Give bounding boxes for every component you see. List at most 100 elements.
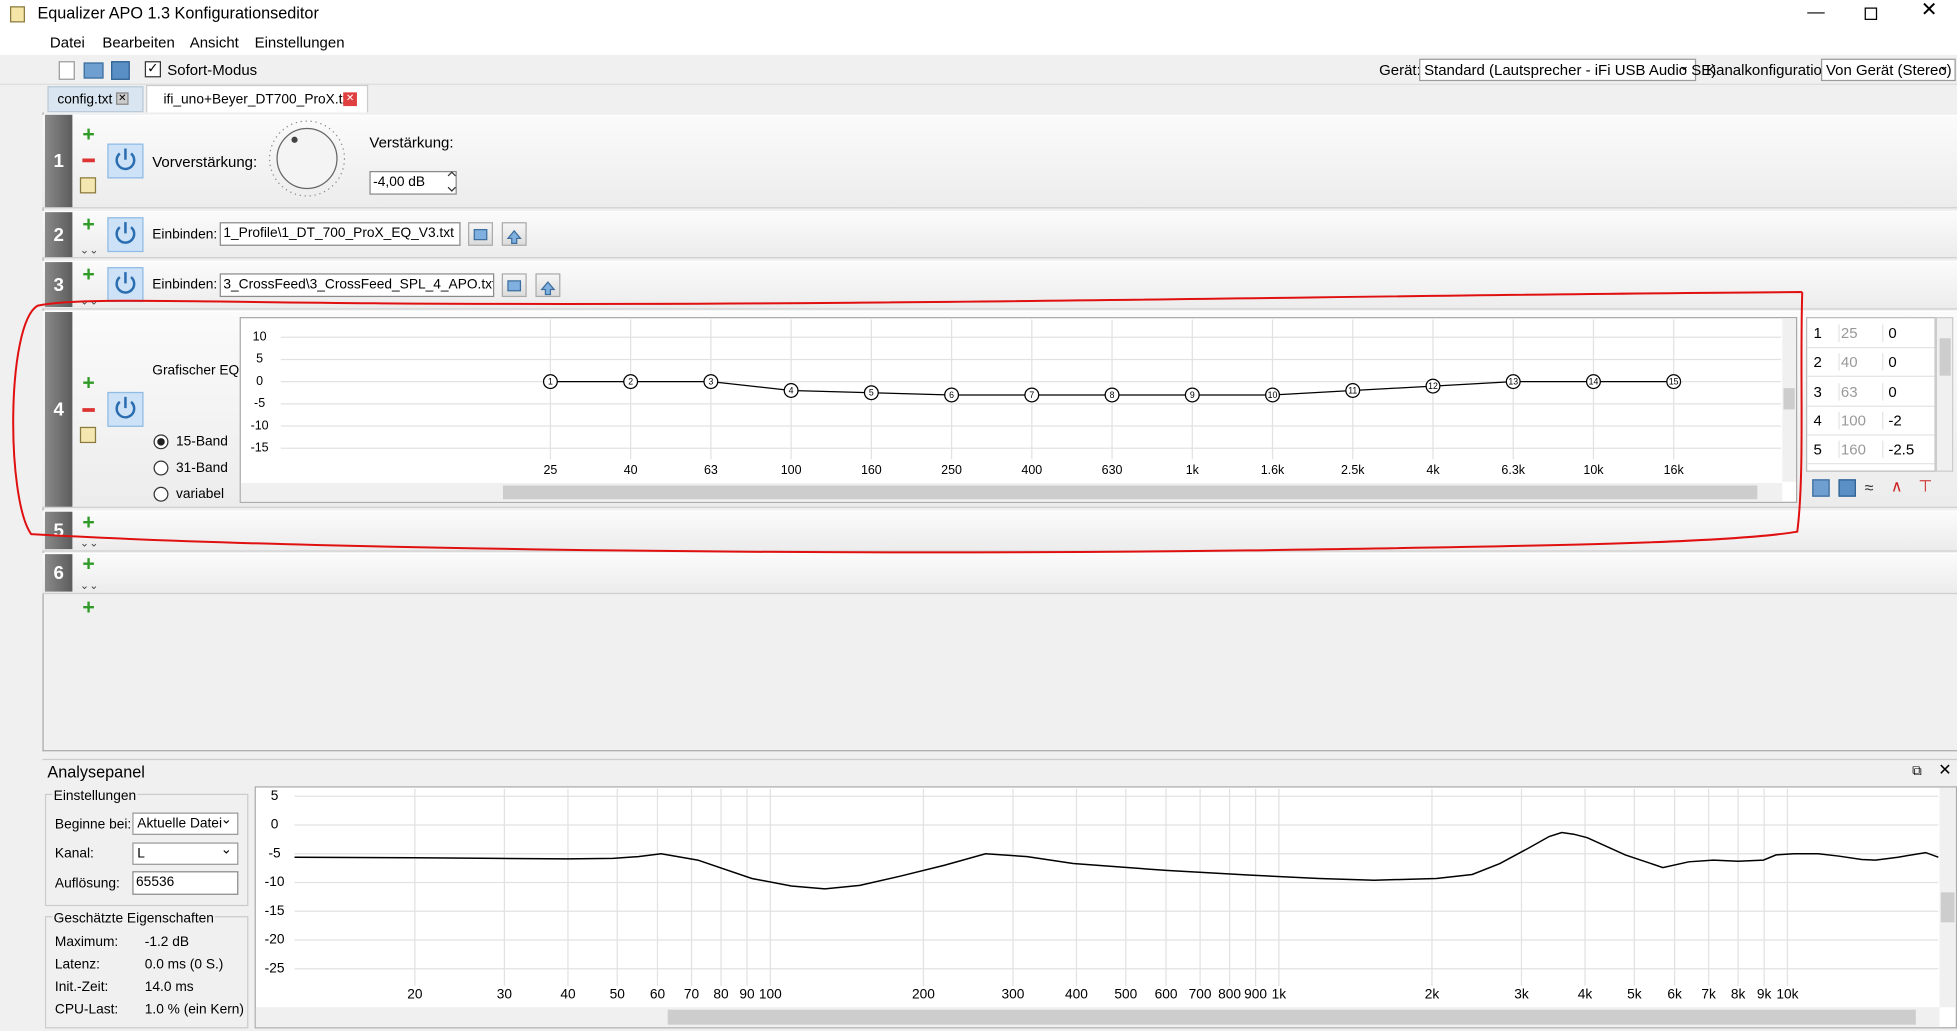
- band-gain[interactable]: 0: [1882, 353, 1897, 372]
- radio-label: variabel: [175, 486, 225, 502]
- menu-item[interactable]: Einstellungen: [254, 33, 345, 52]
- close-button[interactable]: ✕: [1920, 0, 1938, 22]
- band-frequency: 100: [1838, 411, 1866, 430]
- browse-button[interactable]: [468, 222, 493, 246]
- expand-button[interactable]: ⌄⌄: [79, 294, 99, 308]
- row-number: 6: [44, 554, 73, 592]
- panel-close[interactable]: ✕: [1938, 760, 1952, 779]
- maximize-button[interactable]: [1864, 7, 1878, 20]
- browse-button[interactable]: [501, 273, 527, 298]
- instant-mode-checkbox[interactable]: ✓: [144, 61, 162, 78]
- add-button[interactable]: +: [82, 595, 95, 620]
- add-button[interactable]: +: [82, 212, 95, 236]
- band-index: 3: [1813, 382, 1822, 401]
- band-gain[interactable]: -3: [1882, 469, 1902, 471]
- remove-button[interactable]: [82, 158, 95, 163]
- instant-mode-label: Sofort-Modus: [167, 61, 258, 79]
- expand-button[interactable]: ⌄⌄: [79, 243, 99, 256]
- group-title: Einstellungen: [52, 787, 138, 806]
- band-gain[interactable]: 0: [1882, 324, 1897, 342]
- menu-bar: [0, 29, 1957, 55]
- power-button[interactable]: [107, 217, 144, 253]
- save-button[interactable]: [111, 61, 130, 80]
- add-button[interactable]: +: [82, 370, 95, 395]
- table-vscroll-thumb[interactable]: [1939, 338, 1951, 376]
- include-label: Einbinden:: [152, 277, 218, 293]
- property-value: 0.0 ms (0 S.): [144, 957, 224, 973]
- band-index: 2: [1813, 353, 1822, 372]
- property-value: -1.2 dB: [144, 934, 190, 950]
- band-index: 4: [1813, 411, 1822, 430]
- tab-close[interactable]: ✕: [343, 92, 357, 107]
- property-value: 14.0 ms: [144, 979, 194, 995]
- expand-button[interactable]: ⌄⌄: [79, 579, 99, 592]
- float-button[interactable]: ⧉: [1912, 763, 1922, 779]
- analysis-hscroll[interactable]: [255, 1007, 1940, 1028]
- minimize-button[interactable]: —: [1807, 1, 1825, 22]
- add-button[interactable]: +: [82, 510, 95, 535]
- table-row: [1807, 378, 1935, 407]
- filter-row: [42, 552, 1957, 595]
- reset-button[interactable]: ⊤: [1918, 476, 1933, 496]
- setting-select[interactable]: L: [132, 840, 239, 865]
- power-button[interactable]: [107, 143, 144, 179]
- band-index: 6: [1813, 470, 1821, 471]
- normalize-button[interactable]: ∧: [1890, 476, 1903, 496]
- tab-label: config.txt: [57, 92, 113, 108]
- edit-button[interactable]: [79, 177, 97, 194]
- radio[interactable]: [153, 486, 169, 502]
- eq-vscroll-thumb[interactable]: [1783, 388, 1795, 410]
- remove-button[interactable]: [82, 408, 95, 412]
- gain-input[interactable]: -4,00 dB: [369, 170, 457, 195]
- menu-item[interactable]: Ansicht: [189, 33, 239, 52]
- import-button[interactable]: [1812, 479, 1830, 497]
- power-button[interactable]: [107, 267, 144, 303]
- property-label: Init.-Zeit:: [54, 979, 109, 995]
- band-gain[interactable]: -2: [1882, 411, 1902, 430]
- file-input[interactable]: 1_Profile\1_DT_700_ProX_EQ_V3.txt: [219, 222, 461, 246]
- tab-close[interactable]: ✕: [116, 92, 129, 105]
- gain-label: Verstärkung:: [369, 133, 454, 152]
- analysis-vscroll[interactable]: [1939, 787, 1956, 1008]
- eq-label: Grafischer EQ:: [152, 363, 244, 379]
- radio[interactable]: [153, 460, 169, 476]
- analysis-vscroll-thumb[interactable]: [1940, 892, 1955, 923]
- tab-active[interactable]: [146, 84, 369, 114]
- edit-button[interactable]: [79, 426, 97, 444]
- channel-select[interactable]: Von Gerät (Stereo): [1820, 56, 1956, 82]
- open-file-button[interactable]: [501, 222, 527, 246]
- panel-title: Analysepanel: [47, 762, 145, 782]
- band-gain[interactable]: -2.5: [1882, 440, 1914, 459]
- row-number: 2: [44, 212, 73, 258]
- menu-item[interactable]: Datei: [49, 33, 85, 52]
- radio-dot: [157, 438, 165, 446]
- radio-selected[interactable]: [153, 434, 169, 450]
- band-frequency: 63: [1838, 382, 1858, 401]
- band-frequency: 250: [1838, 469, 1866, 471]
- open-file-button[interactable]: [535, 273, 561, 298]
- preamp-label: Vorverstärkung:: [152, 153, 258, 171]
- add-button[interactable]: +: [82, 122, 95, 147]
- file-input[interactable]: 3_CrossFeed\3_CrossFeed_SPL_4_APO.txt: [219, 273, 495, 298]
- setting-input[interactable]: 65536: [132, 871, 239, 895]
- setting-select[interactable]: Aktuelle Datei: [132, 810, 239, 835]
- menu-item[interactable]: Bearbeiten: [102, 33, 175, 52]
- eq-table: 1250240036304100-25160-2.56250-37400-386…: [1805, 317, 1936, 472]
- export-button[interactable]: [1838, 479, 1856, 497]
- new-button[interactable]: [58, 61, 75, 80]
- band-frequency: 160: [1838, 440, 1866, 459]
- analysis-hscroll-thumb[interactable]: [667, 1009, 1916, 1025]
- open-button[interactable]: [83, 62, 104, 79]
- expand-button[interactable]: ⌄⌄: [79, 536, 99, 550]
- eq-hscroll-thumb[interactable]: [502, 485, 1758, 500]
- power-button[interactable]: [107, 391, 144, 427]
- band-gain[interactable]: 0: [1882, 382, 1897, 401]
- analysis-graph-frame: [254, 786, 1957, 1029]
- table-vscroll[interactable]: [1935, 317, 1954, 472]
- add-button[interactable]: +: [82, 262, 95, 286]
- add-button[interactable]: +: [82, 551, 95, 576]
- invert-button[interactable]: ≈: [1864, 478, 1874, 497]
- device-select[interactable]: Standard (Lautsprecher - iFi USB Audio S…: [1419, 56, 1716, 82]
- band-index: 1: [1813, 324, 1822, 342]
